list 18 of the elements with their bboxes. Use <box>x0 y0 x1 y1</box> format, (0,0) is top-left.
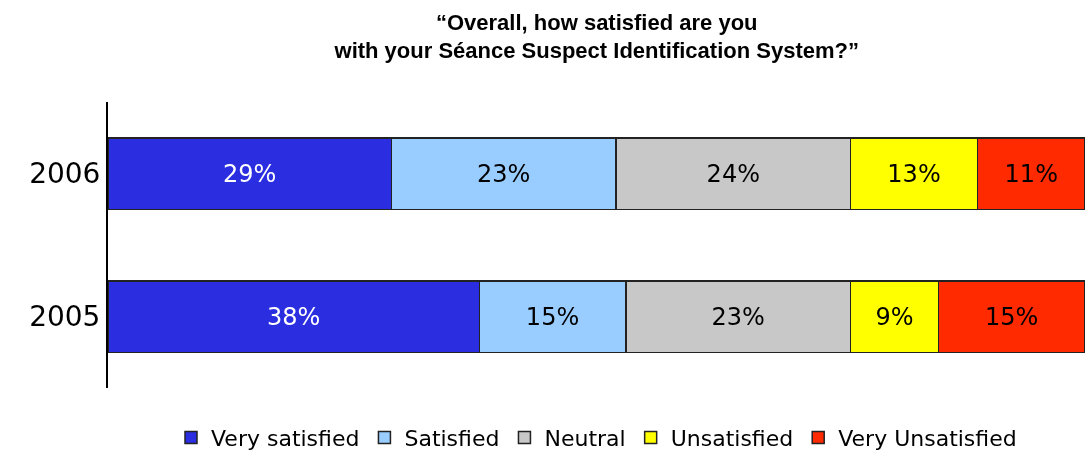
data-label: 23% <box>711 302 765 331</box>
y-tick-label: 2005 <box>29 300 101 334</box>
legend-label: Very Unsatisfied <box>838 425 1017 451</box>
legend-label: Satisfied <box>404 425 500 451</box>
data-label: 13% <box>887 159 941 188</box>
data-label: 24% <box>706 159 760 188</box>
data-label: 15% <box>525 302 580 331</box>
data-label: 23% <box>477 159 531 188</box>
data-label: 11% <box>1004 159 1058 188</box>
legend-label: Neutral <box>544 425 626 451</box>
data-label: 29% <box>222 159 277 188</box>
y-tick-label: 2006 <box>29 157 101 191</box>
data-label: 15% <box>985 302 1039 331</box>
chart-title: “Overall, how satisfied are you with your Séance Suspect Identification System?” <box>333 9 859 64</box>
legend-label: Unsatisfied <box>670 425 794 451</box>
data-label: 9% <box>875 302 914 331</box>
data-label: 38% <box>266 302 321 331</box>
legend-label: Very satisfied <box>211 425 360 451</box>
